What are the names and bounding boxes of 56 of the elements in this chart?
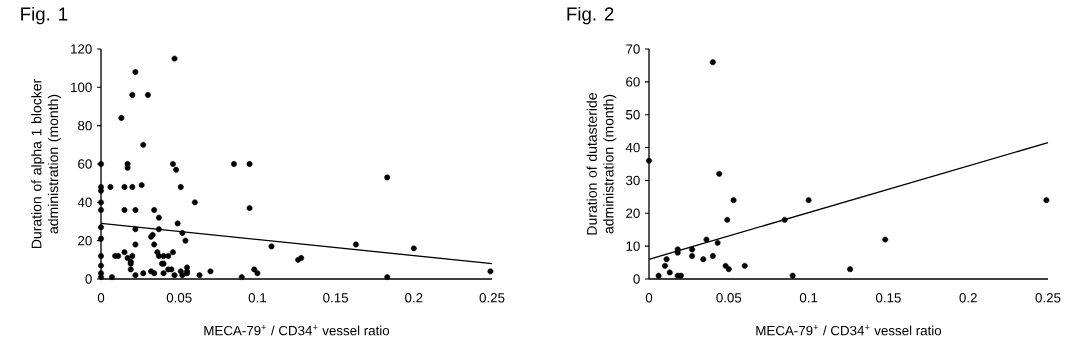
x-tick-label: 0.15 [875,293,901,303]
point [703,236,710,243]
x-tick-label: 0.2 [405,293,423,303]
y-tick-label: 120 [71,44,92,54]
point [714,239,721,246]
x-tick-label: 0.1 [248,293,267,303]
y-tick-label: 80 [78,120,92,131]
point [724,216,731,223]
x-tick-label: 0.2 [959,293,977,303]
y-tick-label: 10 [626,241,640,251]
x-tick-label: 0.1 [799,293,818,303]
y-tick-label: 40 [77,197,92,208]
x-tick-label: 0 [645,293,653,303]
chart-title: Fig. 1 [21,6,68,25]
point [716,170,723,177]
point [781,216,788,223]
point [741,262,748,269]
point [689,253,696,259]
x-tick-label: 0.05 [166,293,192,303]
y-tick-label: 0 [633,274,640,284]
y-tick-label: 0 [85,274,92,284]
y-tick-label: 70 [626,44,640,54]
point [700,256,707,263]
point [789,272,796,279]
y-tick-label: 30 [625,175,640,186]
chart-title: Fig. 2 [567,6,614,25]
point [663,256,670,263]
y-tick-label: 60 [626,77,640,87]
y-tick-label: 60 [78,159,92,169]
point [709,253,716,259]
point [847,266,854,273]
x-tick-label: 0.25 [1035,293,1061,303]
y-tick-label: 20 [626,208,640,218]
x-axis-title: MECA-79$^{+}$ / CD34$^{+}$ vessel ratio [756,324,942,336]
point [689,246,696,253]
point [709,59,716,66]
y-tick-label: 50 [626,110,640,120]
point [662,262,668,269]
y-axis-title: Duration of alpha 1 blocker administration (month) [31,79,61,249]
point [725,266,732,273]
point [666,269,673,276]
y-tick-label: 20 [78,235,92,246]
point [1043,197,1050,204]
point [730,197,737,204]
y-tick-label: 40 [625,142,640,153]
x-tick-label: 0.25 [479,293,505,303]
point [805,197,812,204]
x-tick-label: 0 [97,293,105,303]
y-tick-label: 100 [71,82,92,93]
x-axis-title: MECA-79$^{+}$ / CD34$^{+}$ vessel ratio [204,324,390,336]
point [655,272,662,279]
x-tick-label: 0.15 [323,293,349,303]
y-axis-title: Duration of dutasteride administration (month) [586,93,617,235]
point [646,157,652,164]
x-tick-label: 0.05 [716,293,742,303]
point [882,236,889,243]
